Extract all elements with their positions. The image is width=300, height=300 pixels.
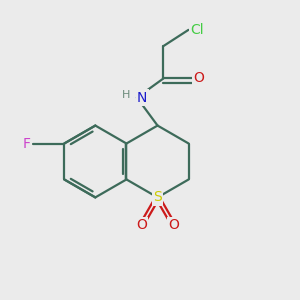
Text: N: N	[137, 91, 147, 105]
Text: Cl: Cl	[190, 23, 203, 37]
Text: H: H	[122, 90, 130, 100]
Text: S: S	[153, 190, 162, 204]
Text: O: O	[193, 71, 204, 85]
Text: O: O	[168, 218, 179, 233]
Text: F: F	[23, 136, 31, 151]
Text: O: O	[136, 218, 147, 233]
